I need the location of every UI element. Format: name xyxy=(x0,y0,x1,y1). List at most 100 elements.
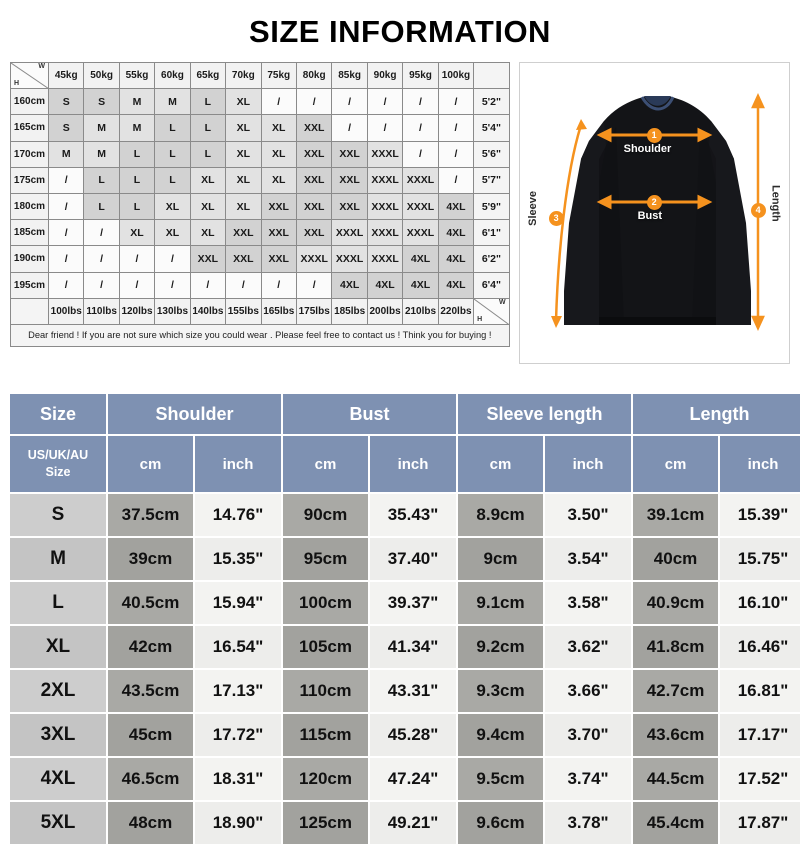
matrix-weight-lbs-4: 140lbs xyxy=(190,298,226,324)
measurement-cell: 9.2cm xyxy=(458,626,544,668)
measurement-cell: 40cm xyxy=(633,538,719,580)
measurement-cell: 41.8cm xyxy=(633,626,719,668)
garment-measurement-diagram: 1 Shoulder 2 Bust 3 Sleeve 4 Length xyxy=(518,62,790,364)
label-length: Length xyxy=(769,185,782,222)
measurement-cell: 16.10" xyxy=(720,582,800,624)
row-size-label: XL xyxy=(10,626,106,668)
matrix-cell: S xyxy=(49,89,84,115)
size-table-group-header: Size Shoulder Bust Sleeve length Length xyxy=(10,394,800,434)
matrix-weight-lbs-0: 100lbs xyxy=(49,298,84,324)
measurement-cell: 3.54" xyxy=(545,538,632,580)
matrix-cell: 4XL xyxy=(438,246,474,272)
matrix-cell: XXXL xyxy=(296,246,332,272)
matrix-cell: XL xyxy=(155,193,190,220)
matrix-cell: S xyxy=(49,115,84,141)
measurement-cell: 120cm xyxy=(283,758,369,800)
measurement-cell: 39.37" xyxy=(370,582,457,624)
measurement-cell: 43.6cm xyxy=(633,714,719,756)
matrix-cell: / xyxy=(49,193,84,220)
group-header-size: Size xyxy=(10,394,106,434)
group-header-sleeve-length: Sleeve length xyxy=(458,394,632,434)
matrix-cell: / xyxy=(226,272,261,298)
matrix-cell: XXL xyxy=(296,115,332,141)
matrix-footer-spacer xyxy=(11,298,48,324)
matrix-cell: XL xyxy=(226,89,261,115)
measurement-cell: 9.3cm xyxy=(458,670,544,712)
matrix-cell: M xyxy=(84,115,119,141)
size-information-page: SIZE INFORMATION H W 45kg 50kg 55kg 60kg 65kg 7… xyxy=(10,14,800,844)
matrix-height-feet: 6'2" xyxy=(474,246,509,272)
top-section: H W 45kg 50kg 55kg 60kg 65kg 70kg 75kg 80kg 85kg 90… xyxy=(10,62,790,384)
matrix-cell: XXXL xyxy=(403,167,438,193)
matrix-cell: M xyxy=(119,115,155,141)
matrix-cell: / xyxy=(296,89,332,115)
size-table-row: L 40.5cm 15.94" 100cm 39.37" 9.1cm 3.58" 40.9cm… xyxy=(10,582,800,624)
matrix-cell: / xyxy=(296,272,332,298)
matrix-cell: / xyxy=(155,272,190,298)
matrix-weight-lbs-3: 130lbs xyxy=(155,298,190,324)
matrix-cell: / xyxy=(119,272,155,298)
size-table-row: M 39cm 15.35" 95cm 37.40" 9cm 3.54" 40cm 15.75" xyxy=(10,538,800,580)
matrix-cell: L xyxy=(84,167,119,193)
matrix-cell: XXL xyxy=(332,193,367,220)
matrix-weight-header-10: 95kg xyxy=(403,63,438,89)
measurement-cell: 40.9cm xyxy=(633,582,719,624)
matrix-cell: XXXL xyxy=(367,167,403,193)
corner-weight-label: W xyxy=(38,63,45,70)
matrix-height-label: 165cm xyxy=(11,115,48,141)
measurement-cell: 41.34" xyxy=(370,626,457,668)
measurement-cell: 16.54" xyxy=(195,626,282,668)
measurement-cell: 48cm xyxy=(108,802,193,844)
matrix-cell: XXXL xyxy=(332,246,367,272)
matrix-footer-row: 100lbs 110lbs 120lbs 130lbs 140lbs 155lbs 165l… xyxy=(11,298,509,324)
matrix-cell: 4XL xyxy=(403,272,438,298)
size-table-row: S 37.5cm 14.76" 90cm 35.43" 8.9cm 3.50" 39.1cm 1… xyxy=(10,494,800,536)
unit-header-cm-0: cm xyxy=(108,436,193,492)
unit-header-inch-5: inch xyxy=(545,436,632,492)
matrix-cell: / xyxy=(49,220,84,246)
measurement-cell: 17.13" xyxy=(195,670,282,712)
matrix-weight-header-8: 85kg xyxy=(332,63,367,89)
measurement-cell: 39.1cm xyxy=(633,494,719,536)
measurement-cell: 45.28" xyxy=(370,714,457,756)
matrix-cell: L xyxy=(190,141,226,167)
matrix-cell: / xyxy=(155,246,190,272)
matrix-cell: XL xyxy=(190,220,226,246)
matrix-cell: / xyxy=(261,89,296,115)
matrix-cell: XXXL xyxy=(367,220,403,246)
matrix-cell: / xyxy=(190,272,226,298)
matrix-cell: XXL xyxy=(296,220,332,246)
row-size-label: S xyxy=(10,494,106,536)
matrix-height-feet: 6'4" xyxy=(474,272,509,298)
measurement-cell: 3.74" xyxy=(545,758,632,800)
matrix-height-feet: 5'6" xyxy=(474,141,509,167)
measurement-cell: 17.87" xyxy=(720,802,800,844)
matrix-cell: / xyxy=(367,89,403,115)
measurement-cell: 46.5cm xyxy=(108,758,193,800)
measurement-cell: 17.17" xyxy=(720,714,800,756)
matrix-cell: XL xyxy=(190,167,226,193)
measurement-cell: 43.5cm xyxy=(108,670,193,712)
matrix-cell: XXL xyxy=(261,220,296,246)
corner-height-label: H xyxy=(477,315,483,323)
matrix-cell: XL xyxy=(226,193,261,220)
matrix-cell: L xyxy=(190,89,226,115)
matrix-cell: XXL xyxy=(190,246,226,272)
measurement-cell: 44.5cm xyxy=(633,758,719,800)
matrix-cell: / xyxy=(403,115,438,141)
row-size-label: L xyxy=(10,582,106,624)
measurement-cell: 9cm xyxy=(458,538,544,580)
measurement-cell: 45.4cm xyxy=(633,802,719,844)
matrix-weight-header-3: 60kg xyxy=(155,63,190,89)
measurement-cell: 37.5cm xyxy=(108,494,193,536)
matrix-cell: M xyxy=(84,141,119,167)
matrix-cell: / xyxy=(332,115,367,141)
matrix-cell: / xyxy=(84,246,119,272)
measurement-cell: 15.35" xyxy=(195,538,282,580)
matrix-height-label: 180cm xyxy=(11,193,48,220)
measurement-cell: 3.50" xyxy=(545,494,632,536)
measurement-cell: 43.31" xyxy=(370,670,457,712)
matrix-weight-lbs-10: 210lbs xyxy=(403,298,438,324)
matrix-weight-lbs-9: 200lbs xyxy=(367,298,403,324)
matrix-cell: 4XL xyxy=(438,220,474,246)
